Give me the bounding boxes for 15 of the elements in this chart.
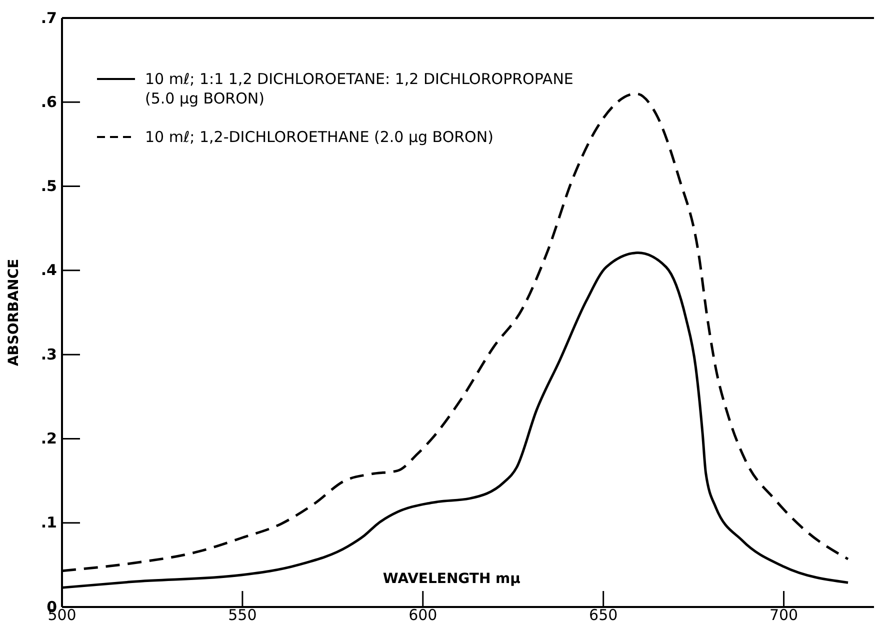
y-tick-label: .4 <box>40 261 57 280</box>
y-tick-label: .5 <box>40 177 57 196</box>
y-tick-label: .3 <box>40 345 57 364</box>
y-axis-title: ABSORBANCE <box>6 258 22 366</box>
y-tick-label: .1 <box>40 514 57 532</box>
x-tick-label: 600 <box>408 606 438 624</box>
y-tick-label: .7 <box>40 8 57 27</box>
y-tick-label: .6 <box>40 92 57 111</box>
x-tick-label: 550 <box>228 606 257 624</box>
legend-label: 10 mℓ; 1:1 1,2 DICHLOROETANE: 1,2 DICHLOROPROPANE (5.0 μg BORON) <box>145 70 574 108</box>
legend-label: 10 mℓ; 1,2-DICHLOROETHANE (2.0 μg BORON) <box>145 128 494 146</box>
y-tick-label: .2 <box>40 430 57 448</box>
x-tick-label: 700 <box>769 606 798 624</box>
x-tick-label: 650 <box>589 606 618 624</box>
x-axis-title: WAVELENGTH mμ <box>382 571 520 587</box>
